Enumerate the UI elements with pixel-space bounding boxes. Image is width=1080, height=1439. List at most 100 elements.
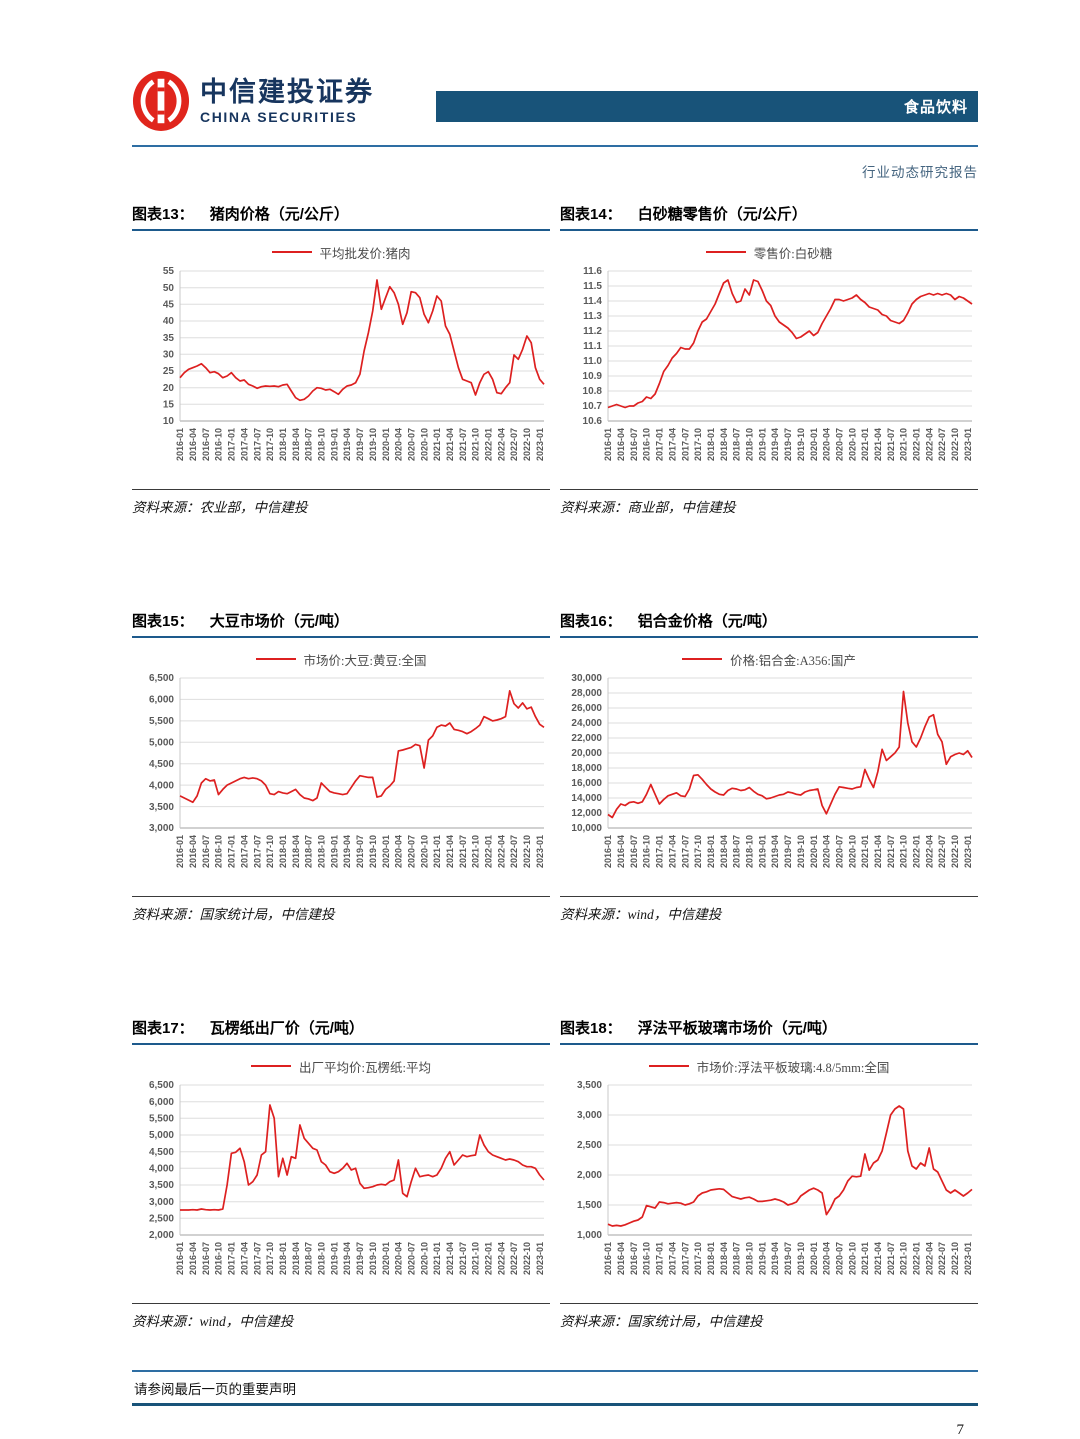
svg-text:22,000: 22,000	[571, 733, 602, 744]
svg-text:2021-07: 2021-07	[458, 835, 468, 868]
figure-title: 图表15： 大豆市场价（元/吨）	[132, 610, 550, 638]
svg-text:1,000: 1,000	[577, 1230, 602, 1241]
svg-text:2019-04: 2019-04	[342, 835, 352, 868]
svg-text:25: 25	[163, 366, 175, 377]
svg-text:2018-10: 2018-10	[317, 835, 327, 868]
svg-text:2016-07: 2016-07	[629, 428, 639, 461]
svg-text:2018-07: 2018-07	[732, 428, 742, 461]
svg-text:3,500: 3,500	[149, 1180, 174, 1191]
svg-text:3,000: 3,000	[149, 823, 174, 834]
svg-text:2022-10: 2022-10	[950, 835, 960, 868]
company-name-cn: 中信建投证券	[200, 77, 374, 108]
svg-text:2019-10: 2019-10	[368, 835, 378, 868]
svg-text:2022-07: 2022-07	[509, 428, 519, 461]
header-divider	[132, 145, 978, 147]
svg-text:16,000: 16,000	[571, 778, 602, 789]
svg-text:2020-10: 2020-10	[419, 835, 429, 868]
legend-label: 平均批发价:猪肉	[319, 246, 411, 261]
svg-text:2016-01: 2016-01	[603, 835, 613, 868]
chart-canvas-sugar: 10.6 10.7 10.8 10.9 11.0 11.1 11.2 11.3 11.4 11.5…	[560, 263, 978, 485]
svg-text:2021-10: 2021-10	[899, 835, 909, 868]
svg-text:2016-01: 2016-01	[603, 1242, 613, 1275]
svg-text:2023-01: 2023-01	[963, 428, 973, 461]
svg-text:2022-01: 2022-01	[912, 1242, 922, 1275]
svg-text:11.3: 11.3	[583, 311, 602, 322]
svg-text:2022-04: 2022-04	[496, 1242, 506, 1275]
svg-text:6,500: 6,500	[149, 1080, 174, 1091]
svg-text:12,000: 12,000	[571, 808, 602, 819]
svg-text:2020-01: 2020-01	[809, 835, 819, 868]
svg-text:11.2: 11.2	[583, 326, 602, 337]
svg-text:11.4: 11.4	[583, 296, 602, 307]
svg-text:2018-04: 2018-04	[291, 1242, 301, 1275]
source-note: 资料来源：农业部，中信建投	[132, 489, 550, 516]
svg-text:2016-10: 2016-10	[642, 428, 652, 461]
svg-text:2018-07: 2018-07	[304, 1242, 314, 1275]
svg-text:2019-04: 2019-04	[770, 835, 780, 868]
svg-text:2016-10: 2016-10	[642, 1242, 652, 1275]
legend: 零售价:白砂糖	[560, 243, 978, 261]
svg-text:2017-07: 2017-07	[252, 1242, 262, 1275]
page-footer: 请参阅最后一页的重要声明 7	[132, 1370, 978, 1439]
figure-14-sugar-price: 图表14： 白砂糖零售价（元/公斤） 零售价:白砂糖 10.6 10.7 10.8 10…	[560, 203, 978, 516]
svg-text:2017-01: 2017-01	[655, 835, 665, 868]
svg-text:2020-07: 2020-07	[406, 428, 416, 461]
svg-text:10.9: 10.9	[583, 371, 603, 382]
svg-text:2017-01: 2017-01	[227, 1242, 237, 1275]
svg-text:2018-10: 2018-10	[745, 835, 755, 868]
svg-text:11.0: 11.0	[583, 356, 602, 367]
figure-label: 图表16：	[560, 613, 622, 630]
svg-text:2017-01: 2017-01	[227, 835, 237, 868]
svg-text:6,000: 6,000	[149, 1097, 174, 1108]
svg-text:10: 10	[163, 416, 175, 427]
svg-text:2019-10: 2019-10	[796, 835, 806, 868]
svg-text:2020-10: 2020-10	[419, 428, 429, 461]
svg-text:2018-10: 2018-10	[317, 1242, 327, 1275]
svg-text:2020-04: 2020-04	[822, 1242, 832, 1275]
svg-text:2020-10: 2020-10	[847, 428, 857, 461]
svg-text:2023-01: 2023-01	[535, 428, 545, 461]
svg-text:2020-07: 2020-07	[834, 1242, 844, 1275]
svg-text:2023-01: 2023-01	[963, 1242, 973, 1275]
svg-text:2020-07: 2020-07	[406, 835, 416, 868]
svg-text:2019-10: 2019-10	[368, 1242, 378, 1275]
svg-text:2021-07: 2021-07	[458, 428, 468, 461]
svg-text:11.5: 11.5	[583, 281, 602, 292]
svg-text:2019-01: 2019-01	[757, 1242, 767, 1275]
legend: 市场价:浮法平板玻璃:4.8/5mm:全国	[560, 1057, 978, 1075]
figure-15-soybean-price: 图表15： 大豆市场价（元/吨） 市场价:大豆:黄豆:全国 3,000 3,500 4…	[132, 610, 550, 923]
svg-text:2017-04: 2017-04	[239, 835, 249, 868]
svg-text:2016-04: 2016-04	[616, 428, 626, 461]
legend-label: 市场价:大豆:黄豆:全国	[303, 653, 427, 668]
legend-line-icon	[271, 251, 312, 253]
svg-text:2016-10: 2016-10	[214, 1242, 224, 1275]
figure-title: 图表18： 浮法平板玻璃市场价（元/吨）	[560, 1017, 978, 1045]
figure-label: 图表15：	[132, 613, 194, 630]
svg-text:2018-04: 2018-04	[291, 835, 301, 868]
legend-line-icon	[251, 1065, 292, 1067]
svg-text:2016-10: 2016-10	[214, 428, 224, 461]
svg-text:2023-01: 2023-01	[963, 835, 973, 868]
svg-text:2019-07: 2019-07	[783, 835, 793, 868]
source-note: 资料来源：商业部，中信建投	[560, 489, 978, 516]
figure-label: 图表17：	[132, 1020, 194, 1037]
figure-title: 图表16： 铝合金价格（元/吨）	[560, 610, 978, 638]
source-note: 资料来源：国家统计局，中信建投	[560, 1303, 978, 1330]
svg-text:2022-04: 2022-04	[924, 835, 934, 868]
svg-text:2022-07: 2022-07	[937, 1242, 947, 1275]
citic-logo-icon	[132, 71, 190, 131]
svg-text:3,000: 3,000	[577, 1110, 602, 1121]
svg-text:2020-04: 2020-04	[822, 835, 832, 868]
figure-18-glass-price: 图表18： 浮法平板玻璃市场价（元/吨） 市场价:浮法平板玻璃:4.8/5mm:全…	[560, 1017, 978, 1330]
figure-name: 大豆市场价（元/吨）	[209, 613, 349, 630]
svg-text:2019-07: 2019-07	[355, 428, 365, 461]
svg-text:2016-07: 2016-07	[201, 428, 211, 461]
svg-text:2022-04: 2022-04	[496, 835, 506, 868]
svg-text:2022-01: 2022-01	[484, 1242, 494, 1275]
legend: 价格:铝合金:A356:国产	[560, 650, 978, 668]
svg-text:2022-04: 2022-04	[924, 1242, 934, 1275]
svg-text:2021-10: 2021-10	[899, 428, 909, 461]
svg-text:3,500: 3,500	[149, 802, 174, 813]
svg-text:4,500: 4,500	[149, 1147, 174, 1158]
company-logo: 中信建投证券 CHINA SECURITIES	[132, 70, 374, 132]
